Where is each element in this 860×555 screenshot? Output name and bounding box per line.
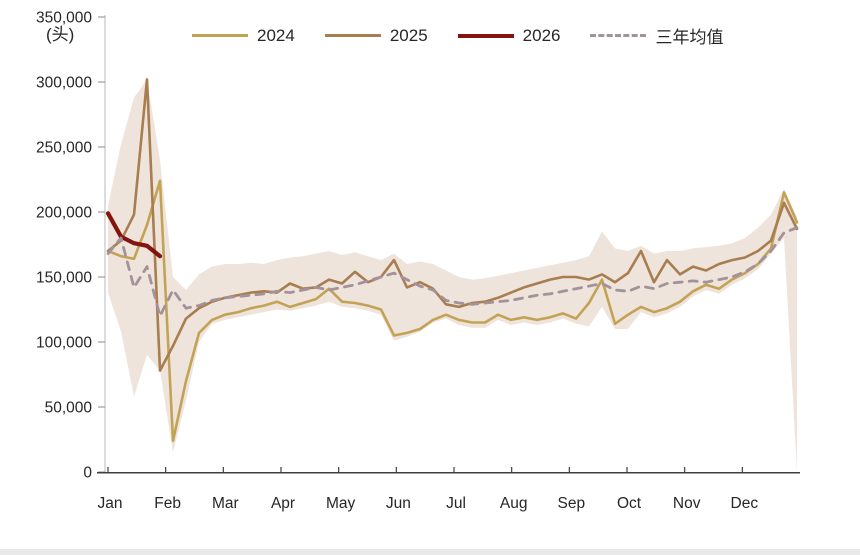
x-axis-tick-label: Feb [154, 495, 181, 512]
legend-item-2024: 2024 [192, 26, 295, 46]
series-2025-line [106, 78, 799, 372]
legend-label-2024: 2024 [257, 25, 295, 45]
legend-item-three-year-average: 三年均值 [590, 23, 723, 48]
legend-swatch-2026-line [457, 33, 514, 38]
y-axis-unit-label: (头) [46, 25, 74, 44]
legend-item-2025: 2025 [324, 25, 428, 46]
legend-item-2026: 2026 [457, 25, 561, 46]
range-band-area [108, 79, 797, 473]
y-axis-tick-label: 0 [83, 465, 92, 482]
bottom-divider-bar [0, 549, 860, 555]
series-三年均值-line [106, 226, 799, 318]
x-axis-tick-label: Nov [673, 495, 701, 512]
legend-swatch-three-year-average-dashed-line [590, 34, 647, 37]
legend-swatch-2025-line [324, 34, 381, 37]
x-axis-tick-label: Oct [617, 495, 642, 512]
x-axis-tick-label: Apr [271, 495, 295, 512]
y-axis-tick-label: 350,000 [36, 10, 92, 27]
x-axis-tick-label: Jan [98, 495, 123, 512]
legend-label-three-year-average: 三年均值 [655, 28, 724, 47]
series-2024-line [106, 179, 799, 443]
legend-swatch-2024-line [192, 34, 248, 37]
x-axis-tick-label: Jul [446, 495, 466, 512]
x-axis-tick-label: Dec [731, 495, 759, 512]
x-axis-tick-label: May [326, 495, 356, 512]
y-axis-tick-label: 250,000 [36, 140, 92, 157]
chart-legend: 2024 2025 2026 三年均值 [192, 23, 723, 48]
x-axis-tick-label: Aug [500, 495, 528, 512]
y-axis-tick-label: 50,000 [45, 400, 93, 417]
x-axis-tick-label: Mar [212, 495, 239, 512]
legend-label-2026: 2026 [522, 25, 561, 45]
y-axis-tick-label: 300,000 [36, 75, 92, 92]
x-axis-tick-label: Sep [558, 495, 586, 512]
y-axis-tick-label: 100,000 [36, 335, 92, 352]
x-axis-tick-label: Jun [386, 495, 411, 512]
y-axis-tick-label: 200,000 [36, 205, 92, 222]
chart-canvas: 0 50,000 100,000 150,000 200,000 250,000 300,0… [36, 10, 800, 512]
y-axis-tick-label: 150,000 [36, 270, 92, 287]
legend-label-2025: 2025 [389, 25, 428, 45]
series-2026-line [105, 211, 163, 259]
